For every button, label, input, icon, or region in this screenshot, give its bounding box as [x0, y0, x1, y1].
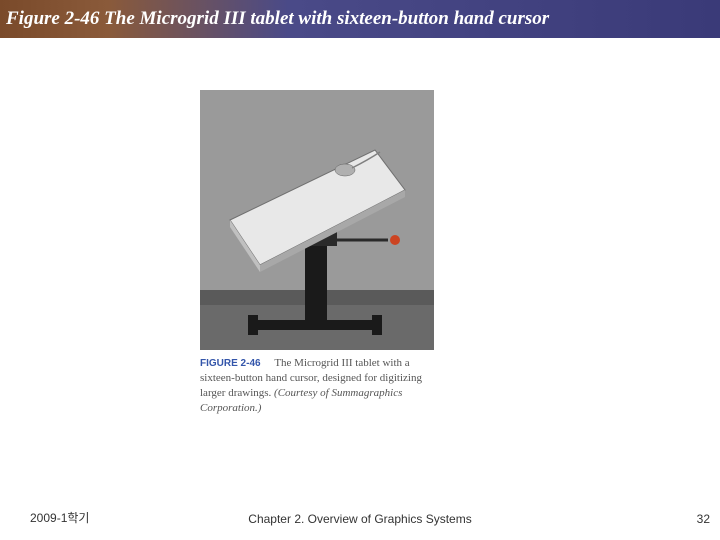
- slide-footer: 2009-1학기 Chapter 2. Overview of Graphics…: [0, 506, 720, 526]
- tablet-illustration: [200, 90, 434, 350]
- figure-area: FIGURE 2-46 The Microgrid III tablet wit…: [200, 90, 450, 415]
- slide-title: Figure 2-46 The Microgrid III tablet wit…: [6, 8, 549, 30]
- footer-page-number: 32: [697, 512, 710, 526]
- figure-photo: [200, 90, 434, 350]
- caption-label: FIGURE 2-46: [200, 358, 261, 369]
- title-bar: Figure 2-46 The Microgrid III tablet wit…: [0, 0, 720, 38]
- figure-caption: FIGURE 2-46 The Microgrid III tablet wit…: [200, 356, 436, 415]
- footer-chapter: Chapter 2. Overview of Graphics Systems: [248, 512, 471, 526]
- footer-semester: 2009-1학기: [30, 509, 89, 526]
